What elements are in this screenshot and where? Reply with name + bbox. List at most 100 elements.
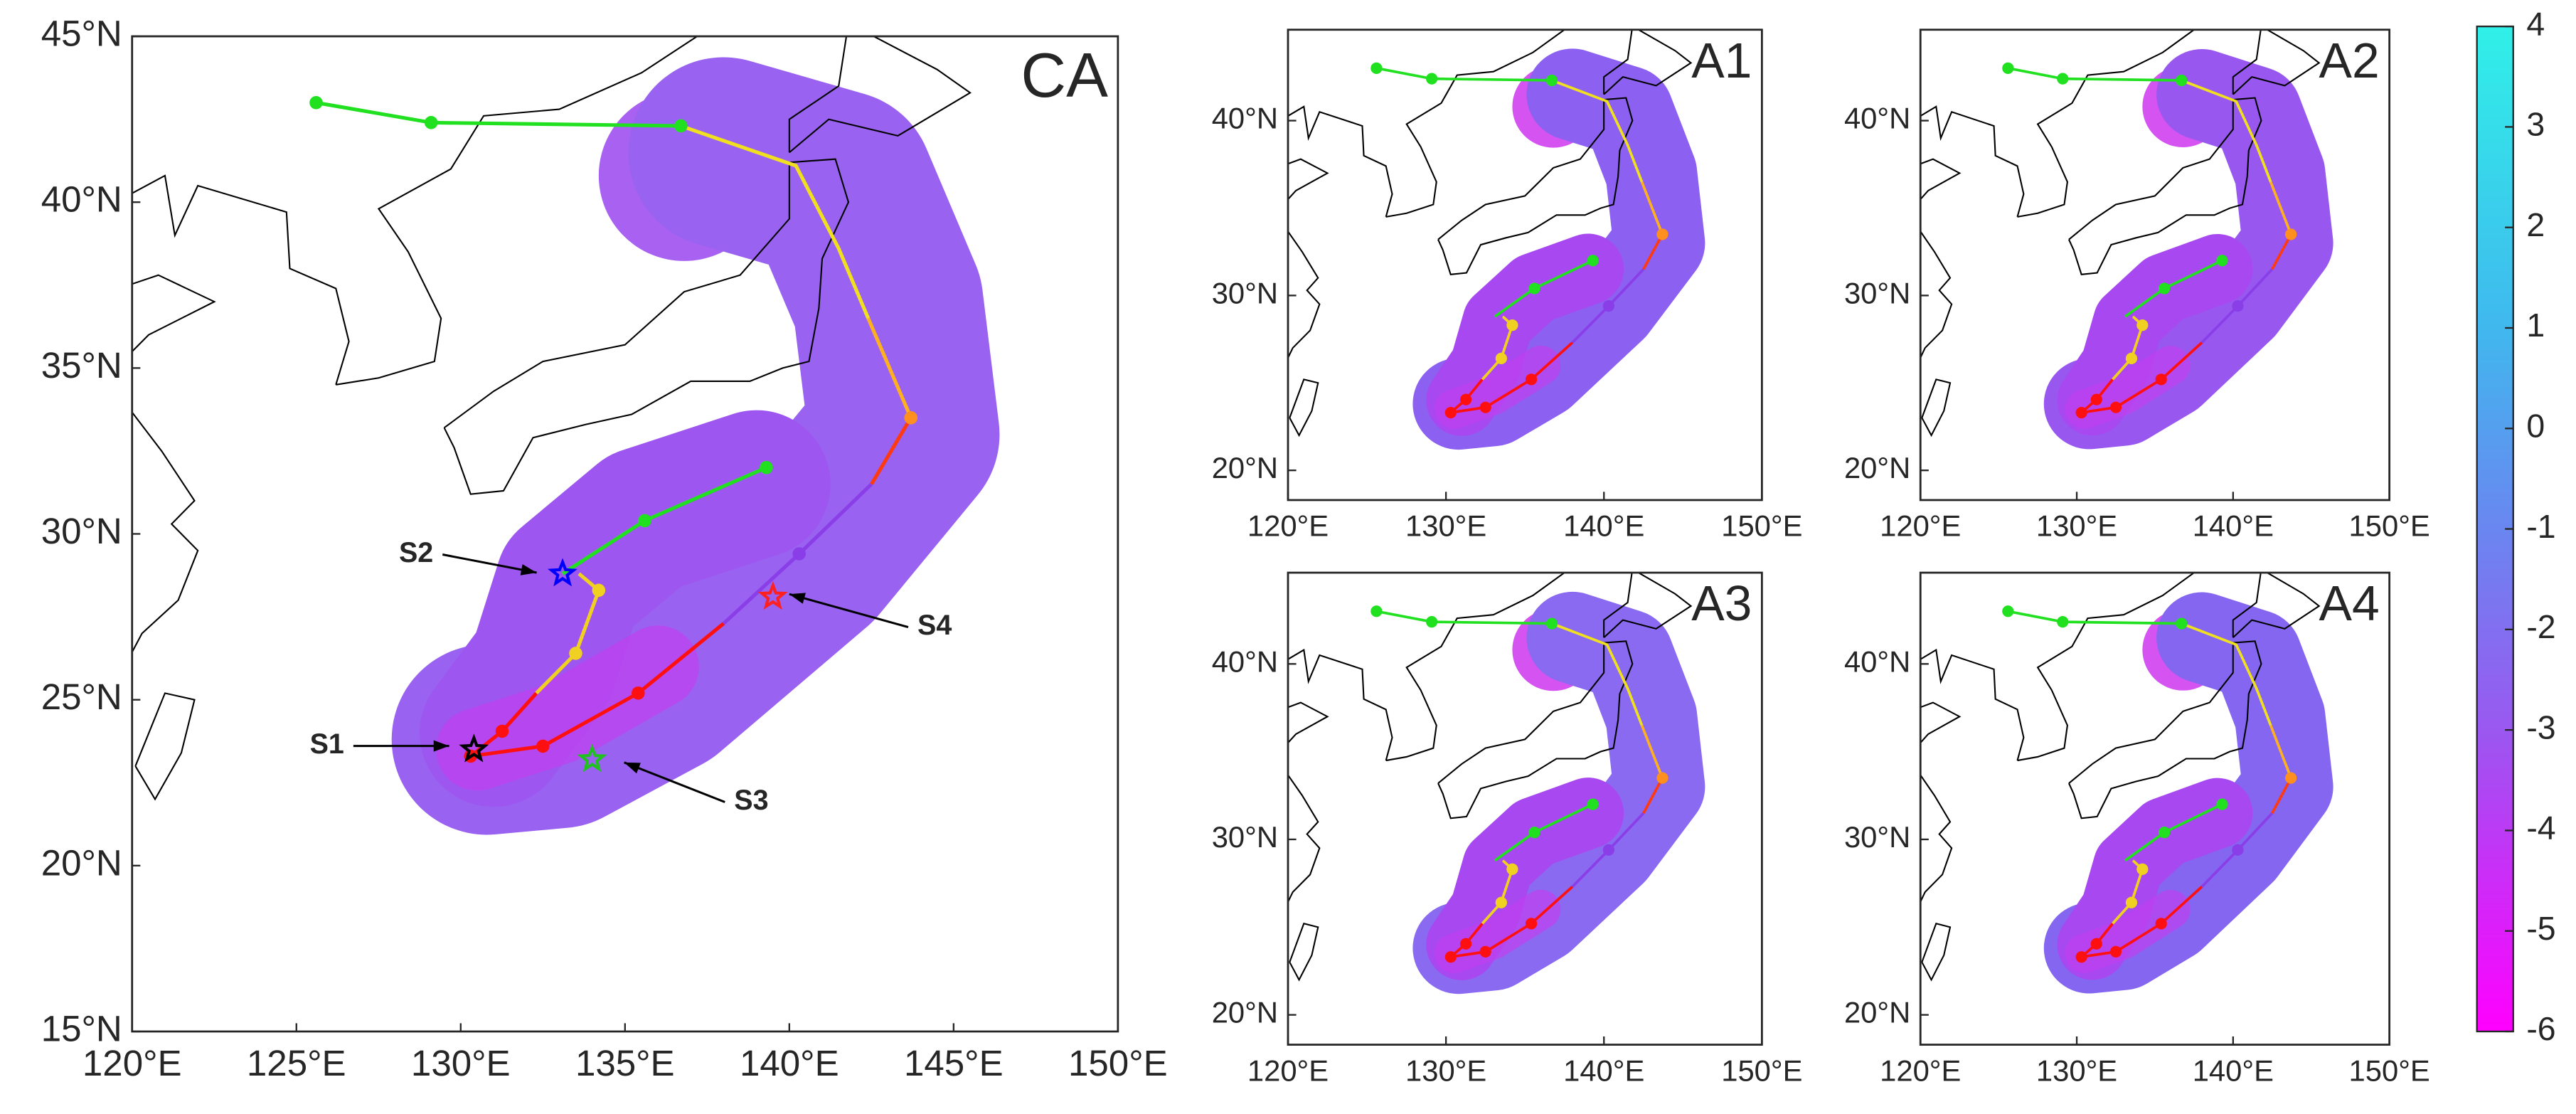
track-point	[2155, 918, 2167, 930]
coastline	[1385, 29, 1565, 218]
track	[1551, 622, 1644, 726]
track	[1640, 181, 1664, 235]
map-panel	[1288, 29, 1762, 500]
annotation-arrow	[442, 553, 537, 574]
track-point	[2232, 300, 2244, 312]
track-point	[1528, 282, 1540, 295]
track	[2112, 859, 2144, 925]
track-point	[2090, 938, 2102, 950]
panel-label: A1	[1691, 33, 1752, 88]
y-tick-label: 40°N	[1212, 102, 1278, 135]
colorbar-tick-label: 2	[2526, 206, 2545, 243]
x-tick-label: 150°E	[2348, 1054, 2429, 1087]
track-point	[2002, 62, 2014, 74]
site-label: S3	[734, 785, 768, 816]
track-point	[2216, 255, 2228, 267]
colorbar-tick-label: -4	[2526, 810, 2555, 847]
x-tick-label: 150°E	[2348, 509, 2429, 543]
x-tick-label: 140°E	[740, 1043, 839, 1083]
map-panel	[1920, 573, 2390, 1045]
track-point	[2285, 228, 2297, 240]
colorbar-tick-label: 4	[2526, 5, 2545, 42]
track	[1642, 233, 1664, 270]
coastline	[1921, 378, 1952, 437]
track-point	[1528, 826, 1540, 839]
coastline	[2232, 29, 2321, 95]
panel-label: CA	[1021, 40, 1108, 110]
y-tick-label: 20°N	[1212, 996, 1278, 1029]
y-tick-label: 30°N	[1844, 820, 1910, 854]
y-tick-label: 30°N	[1212, 820, 1278, 854]
track	[2112, 315, 2144, 381]
track-point	[2075, 951, 2087, 963]
coastline	[788, 36, 972, 154]
track-point	[2057, 73, 2069, 85]
track-point	[1459, 393, 1472, 405]
x-tick-label: 135°E	[575, 1043, 675, 1083]
x-tick-label: 140°E	[1563, 509, 1644, 543]
panel-label: A4	[2319, 575, 2380, 631]
axes-box	[1919, 28, 2391, 502]
track-point	[674, 119, 688, 133]
track-point	[1495, 352, 1507, 364]
track-point	[2109, 401, 2122, 413]
coastline	[134, 692, 196, 801]
arrow-head	[789, 593, 806, 604]
coastline	[2232, 573, 2321, 638]
track-point	[2232, 844, 2244, 856]
track-point	[424, 116, 438, 129]
track-point	[1426, 615, 1438, 628]
track-point	[1506, 319, 1518, 331]
colorbar-tick-label: -3	[2526, 709, 2555, 746]
track	[2271, 233, 2292, 270]
track-point	[2090, 393, 2102, 405]
coastline	[1920, 105, 2025, 360]
track-point	[1545, 74, 1558, 87]
track-point	[1444, 406, 1457, 419]
track-point	[1479, 401, 1491, 413]
track-point	[2125, 896, 2138, 908]
x-tick-label: 130°E	[1405, 1054, 1486, 1087]
coastline	[1288, 105, 1393, 360]
site-star	[459, 733, 489, 763]
track	[2181, 622, 2272, 726]
x-tick-label: 120°E	[1880, 509, 1961, 543]
y-tick-label: 30°N	[41, 511, 122, 551]
track-point	[2216, 798, 2228, 810]
map-panel	[1920, 29, 2390, 500]
site-star	[757, 581, 788, 610]
map-panel	[1288, 573, 1762, 1045]
track	[1481, 859, 1514, 925]
colorbar-tick-label: -2	[2526, 608, 2555, 645]
coastline	[2017, 573, 2195, 762]
x-tick-label: 140°E	[2193, 509, 2274, 543]
colorbar-tick-label: 0	[2526, 408, 2545, 445]
track-point	[1656, 772, 1668, 784]
track-point	[1545, 617, 1558, 630]
track-point	[495, 724, 509, 738]
track-point	[2176, 617, 2188, 630]
x-tick-label: 125°E	[247, 1043, 346, 1083]
x-tick-label: 130°E	[2036, 1054, 2117, 1087]
track-point	[1371, 62, 1383, 74]
coastline	[1603, 573, 1693, 638]
map-panel	[132, 36, 1118, 1031]
track	[2269, 724, 2292, 779]
y-tick-label: 20°N	[41, 842, 122, 883]
coastline	[1288, 648, 1393, 904]
y-tick-label: 45°N	[41, 14, 122, 54]
axes-box	[1287, 571, 1763, 1046]
coastline	[1920, 648, 2025, 904]
track-point	[2136, 863, 2149, 876]
track-point	[1426, 73, 1438, 85]
track-point	[2109, 945, 2122, 957]
track-point	[1525, 918, 1538, 930]
colorbar-tick-label: -5	[2526, 910, 2555, 947]
x-tick-label: 140°E	[2193, 1054, 2274, 1087]
field-blob	[2057, 233, 2253, 436]
coastline	[1289, 378, 1319, 437]
coastline	[1437, 97, 1634, 275]
track-point	[2057, 615, 2069, 628]
site-label: S2	[399, 537, 433, 568]
